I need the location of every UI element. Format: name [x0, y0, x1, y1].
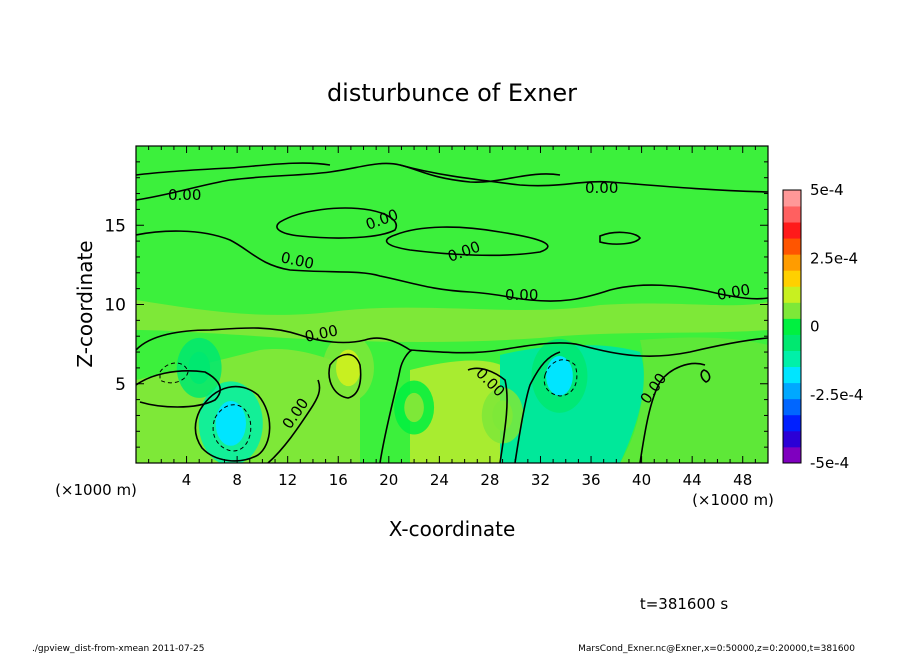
colorbar-cell [783, 254, 801, 271]
plot-area: 0.00 0.00 0.00 0.00 0.00 0.00 0.00 0.00 … [136, 146, 768, 463]
contour-label: 0.00 [505, 286, 538, 304]
contour-lines [136, 162, 768, 463]
colorbar-cell [783, 190, 801, 207]
colorbar-cell [783, 366, 801, 384]
y-tick-label: 15 [104, 216, 126, 236]
y-tick-label: 10 [104, 296, 126, 316]
colorbar [782, 189, 802, 464]
colorbar-labels: 5e-4 2.5e-4 0 -2.5e-4 -5e-4 [810, 181, 863, 472]
colorbar-label: 0 [810, 318, 820, 336]
anomaly-core [188, 351, 211, 385]
contour-label: 0.00 [168, 186, 201, 204]
colorbar-cell [783, 414, 801, 432]
anomaly-core [404, 392, 424, 423]
negative-contours [159, 359, 578, 452]
anomaly-core [215, 400, 246, 446]
colorbar-cell [783, 302, 801, 319]
x-tick-label: 12 [278, 471, 297, 489]
colorbar-cell [783, 446, 801, 464]
x-tick-label: 4 [182, 471, 192, 489]
footer-right: MarsCond_Exner.nc@Exner,x=0:50000,z=0:20… [578, 644, 855, 654]
anomaly-core [492, 400, 513, 431]
colorbar-cell [783, 222, 801, 239]
colorbar-cell [783, 270, 801, 287]
x-tick-label: 20 [379, 471, 398, 489]
colorbar-cell [783, 238, 801, 255]
field-band-right [620, 337, 768, 463]
x-tick-label: 8 [232, 471, 242, 489]
contour-label: 0.00 [585, 179, 618, 197]
colorbar-cell [783, 430, 801, 448]
y-axis: 5 10 15 [104, 161, 768, 448]
x-axis-label: X-coordinate [389, 517, 516, 541]
field-band-lower-center [410, 360, 516, 463]
colorbar-cell [783, 286, 801, 303]
colorbar-frame [782, 189, 802, 464]
x-tick-label: 16 [329, 471, 348, 489]
x-tick-label: 48 [733, 471, 752, 489]
field-band-mid [136, 300, 768, 342]
contour-label: 0.00 [716, 280, 752, 304]
footer-left: ./gpview_dist-from-xmean 2011-07-25 [32, 644, 204, 654]
colorbar-label: 2.5e-4 [810, 249, 858, 267]
anomaly-core [546, 356, 573, 396]
colorbar-cell [783, 334, 801, 351]
colorbar-cell [783, 206, 801, 223]
anomaly-core [336, 349, 361, 387]
colorbar-label: -2.5e-4 [810, 386, 863, 404]
x-unit-right: (×1000 m) [692, 491, 774, 509]
chart-title: disturbunce of Exner [327, 79, 577, 107]
x-tick-label: 44 [683, 471, 702, 489]
colorbar-cell [783, 350, 801, 368]
time-label: t=381600 s [640, 595, 728, 613]
y-tick-label: 5 [115, 375, 126, 395]
x-unit-left: (×1000 m) [55, 481, 137, 499]
x-axis: 4 8 12 16 20 24 28 32 36 40 44 48 [148, 146, 756, 489]
colorbar-label: -5e-4 [810, 454, 849, 472]
x-tick-label: 40 [632, 471, 651, 489]
x-tick-label: 36 [581, 471, 600, 489]
colorbar-label: 5e-4 [810, 181, 844, 199]
x-tick-label: 24 [430, 471, 449, 489]
x-tick-label: 32 [531, 471, 550, 489]
x-tick-label: 28 [480, 471, 499, 489]
colorbar-cell [783, 382, 801, 400]
colorbar-cell [783, 398, 801, 416]
colorbar-cell [783, 318, 801, 335]
y-axis-label: Z-coordinate [73, 240, 97, 367]
